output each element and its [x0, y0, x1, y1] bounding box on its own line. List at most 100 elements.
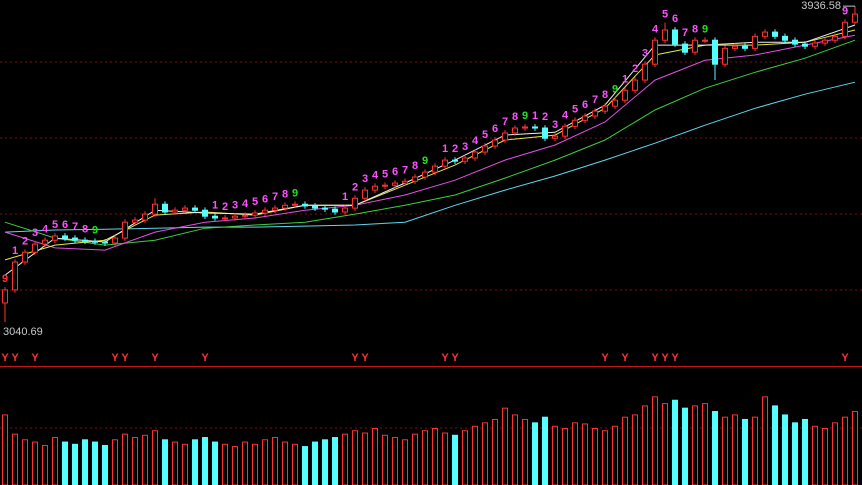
volume-bar [562, 428, 568, 485]
low-label: 3040.69 [3, 326, 43, 338]
volume-bar [522, 418, 528, 485]
volume-bar [482, 422, 488, 485]
volume-bar [222, 443, 228, 485]
count-label: 3 [642, 47, 648, 59]
candle-body [112, 237, 118, 244]
volume-bar [352, 430, 358, 485]
candle-body [452, 159, 458, 162]
candle-body [432, 165, 438, 173]
candle-body [542, 127, 548, 139]
candle-body [192, 207, 198, 211]
volume-bar [372, 428, 378, 485]
volume-bar [302, 446, 308, 485]
candle-body [612, 99, 618, 107]
count-label: 2 [632, 63, 638, 75]
candle-body [342, 207, 348, 213]
volume-bar [612, 425, 618, 485]
candle-body [372, 185, 378, 191]
count-label: 2 [222, 201, 228, 213]
candle-body [242, 214, 248, 217]
candle-body [52, 235, 58, 241]
volume-bar [722, 416, 728, 485]
candle-body [202, 209, 208, 217]
count-label: 5 [572, 103, 578, 115]
signal-label: Y [121, 352, 129, 364]
volume-bar [82, 439, 88, 485]
volume-bar [472, 425, 478, 485]
signal-label: Y [111, 352, 119, 364]
candle-body [132, 219, 138, 223]
candle-body [92, 240, 98, 243]
volume-bar [692, 405, 698, 485]
volume-bar [392, 437, 398, 485]
count-label: 8 [602, 89, 608, 101]
count-label: 4 [372, 169, 379, 181]
count-label: 3 [32, 227, 38, 239]
candle-body [332, 208, 338, 213]
candle-body [232, 215, 238, 219]
candle-body [472, 151, 478, 159]
candle-body [262, 209, 268, 214]
volume-bar [852, 411, 858, 485]
count-label: 8 [512, 111, 518, 123]
count-label: 8 [282, 188, 288, 200]
volume-bar [592, 428, 598, 485]
candle-body [772, 31, 778, 37]
signal-label: Y [651, 352, 659, 364]
volume-bar [252, 443, 258, 485]
candle-body [762, 31, 768, 37]
signal-label: Y [601, 352, 609, 364]
volume-bar [412, 433, 418, 485]
candle-body [382, 184, 388, 187]
signal-label: Y [361, 352, 369, 364]
volume-bar [672, 399, 678, 485]
volume-bar [512, 414, 518, 485]
volume-bar [292, 443, 298, 485]
signal-label: Y [31, 352, 39, 364]
count-label: 6 [582, 99, 588, 111]
count-label: 7 [402, 164, 408, 176]
count-label: 9 [292, 187, 298, 199]
candle-body [532, 126, 538, 129]
volume-bar [532, 422, 538, 485]
volume-bar [662, 403, 668, 485]
signal-label: Y [201, 352, 209, 364]
volume-bar [32, 441, 38, 485]
count-label: 4 [42, 223, 49, 235]
candle-body [802, 43, 808, 47]
count-label: 7 [682, 27, 688, 39]
count-label: 9 [422, 155, 428, 167]
candle-body [352, 197, 358, 209]
volume-bar [542, 416, 548, 485]
count-label: 4 [242, 198, 249, 210]
volume-bar [642, 405, 648, 485]
volume-bar [152, 430, 158, 485]
volume-bar [192, 439, 198, 485]
candle-body [322, 207, 328, 210]
volume-bar [552, 425, 558, 485]
count-label: 9 [92, 224, 98, 236]
count-label: 1 [532, 110, 538, 122]
volume-bar [12, 433, 18, 485]
candle-body [482, 145, 488, 153]
count-label: 6 [672, 13, 678, 25]
candle-body [572, 119, 578, 127]
count-label: 3 [362, 173, 368, 185]
signal-label: Y [451, 352, 459, 364]
volume-bar [442, 432, 448, 485]
candle-body [292, 203, 298, 206]
candle-body [782, 35, 788, 41]
candle-body [212, 215, 218, 219]
volume-bar [572, 422, 578, 485]
candle-body [602, 105, 608, 112]
candle-body [362, 189, 368, 199]
candle-body [62, 235, 68, 239]
count-label: 9 [612, 83, 618, 95]
volume-bar [262, 439, 268, 485]
volume-bar [492, 418, 498, 485]
signal-label: Y [351, 352, 359, 364]
candle-body [422, 171, 428, 178]
count-label: 5 [382, 168, 388, 180]
volume-bar [132, 437, 138, 485]
volume-bar [202, 437, 208, 485]
